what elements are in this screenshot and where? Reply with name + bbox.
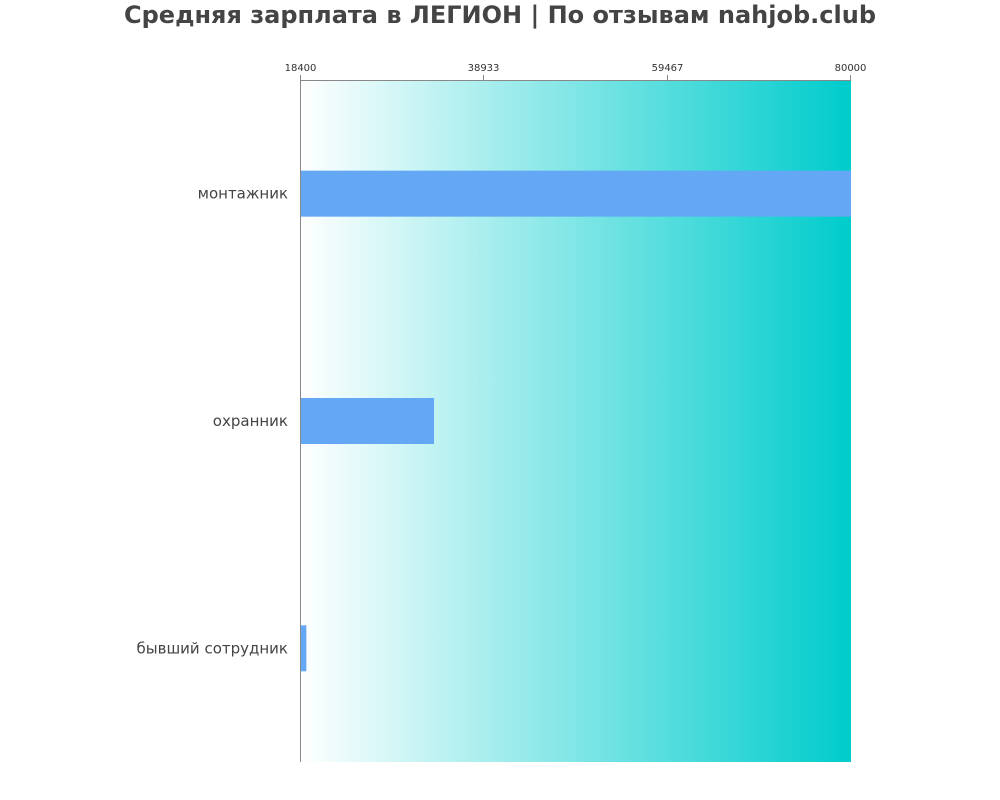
- category-label: монтажник: [198, 185, 288, 203]
- bar-2: [301, 625, 307, 672]
- category-label: бывший сотрудник: [137, 639, 288, 657]
- category-label: охранник: [213, 412, 288, 430]
- bar-0: [301, 170, 851, 217]
- bar-1: [301, 398, 435, 444]
- chart-title: Средняя зарплата в ЛЕГИОН | По отзывам n…: [124, 1, 876, 29]
- x-tick-label: 18400: [285, 63, 317, 74]
- x-tick-label: 59467: [652, 63, 684, 74]
- x-tick-label: 38933: [468, 63, 500, 74]
- x-tick-label: 80000: [835, 63, 867, 74]
